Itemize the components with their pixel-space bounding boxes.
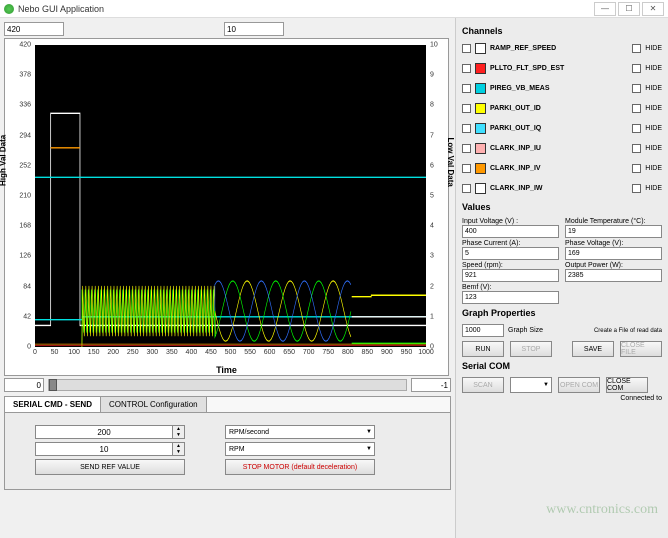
channel-label: CLARK_INP_IV [490, 165, 628, 172]
value-input[interactable] [565, 269, 662, 282]
channel-color-swatch [475, 83, 486, 94]
channel-label: PARKI_OUT_ID [490, 105, 628, 112]
channel-hide-checkbox[interactable] [632, 144, 641, 153]
channel-color-swatch [475, 43, 486, 54]
send-ref-button[interactable]: SEND REF VALUE [35, 459, 185, 475]
serial-com-heading: Serial COM [462, 361, 662, 371]
channel-label: RAMP_REF_SPEED [490, 45, 628, 52]
scan-button[interactable]: SCAN [462, 377, 504, 393]
y-left-max-input[interactable] [4, 22, 64, 36]
value-label: Module Temperature (°C): [565, 218, 662, 225]
channel-hide-checkbox[interactable] [632, 184, 641, 193]
ref-value-1-input[interactable]: ▲▼ [35, 425, 185, 439]
value-input[interactable] [462, 291, 559, 304]
channel-enable-checkbox[interactable] [462, 184, 471, 193]
slider-left-value[interactable] [4, 378, 44, 392]
graph-size-label: Graph Size [508, 327, 543, 334]
stop-motor-button[interactable]: STOP MOTOR (default deceleration) [225, 459, 375, 475]
hide-label: HIDE [645, 145, 662, 152]
y-right-label: Low Val Data [446, 137, 455, 186]
value-label: Speed (rpm): [462, 262, 559, 269]
value-label: Bemf (V): [462, 284, 559, 291]
channel-hide-checkbox[interactable] [632, 44, 641, 53]
titlebar: Nebo GUI Application — ☐ ✕ [0, 0, 668, 18]
graph-props-heading: Graph Properties [462, 308, 662, 318]
channel-hide-checkbox[interactable] [632, 84, 641, 93]
value-input[interactable] [462, 225, 559, 238]
h-scroll-slider[interactable] [48, 379, 407, 391]
hide-label: HIDE [645, 125, 662, 132]
channel-hide-checkbox[interactable] [632, 124, 641, 133]
channel-hide-checkbox[interactable] [632, 164, 641, 173]
close-file-button[interactable]: CLOSE FILE [620, 341, 662, 357]
channel-color-swatch [475, 183, 486, 194]
com-port-combo[interactable] [510, 377, 552, 393]
channel-color-swatch [475, 143, 486, 154]
save-button[interactable]: SAVE [572, 341, 614, 357]
channel-enable-checkbox[interactable] [462, 64, 471, 73]
value-input[interactable] [565, 247, 662, 260]
hide-label: HIDE [645, 105, 662, 112]
ref-value-2-input[interactable]: ▲▼ [35, 442, 185, 456]
value-label: Phase Voltage (V): [565, 240, 662, 247]
close-com-button[interactable]: CLOSE COM [606, 377, 648, 393]
window-title: Nebo GUI Application [18, 4, 594, 14]
chart: High Val Data Low Val Data Time 04284126… [4, 38, 449, 376]
channel-enable-checkbox[interactable] [462, 124, 471, 133]
channel-color-swatch [475, 63, 486, 74]
channel-enable-checkbox[interactable] [462, 104, 471, 113]
channel-enable-checkbox[interactable] [462, 84, 471, 93]
minimize-button[interactable]: — [594, 2, 616, 16]
channel-label: PIREG_VB_MEAS [490, 85, 628, 92]
watermark: www.cntronics.com [546, 502, 658, 518]
tab-control-config[interactable]: CONTROL Configuration [101, 397, 207, 412]
channel-label: PLLTO_FLT_SPD_EST [490, 65, 628, 72]
channel-label: CLARK_INP_IW [490, 185, 628, 192]
value-input[interactable] [462, 247, 559, 260]
channel-enable-checkbox[interactable] [462, 44, 471, 53]
value-input[interactable] [565, 225, 662, 238]
hide-label: HIDE [645, 165, 662, 172]
hide-label: HIDE [645, 185, 662, 192]
hide-label: HIDE [645, 45, 662, 52]
maximize-button[interactable]: ☐ [618, 2, 640, 16]
hide-label: HIDE [645, 85, 662, 92]
tab-serial-cmd[interactable]: SERIAL CMD - SEND [5, 397, 101, 412]
channel-label: CLARK_INP_IU [490, 145, 628, 152]
value-input[interactable] [462, 269, 559, 282]
stop-button[interactable]: STOP [510, 341, 552, 357]
slider-right-value[interactable] [411, 378, 451, 392]
run-button[interactable]: RUN [462, 341, 504, 357]
connection-status: Connected to [462, 395, 662, 402]
channel-color-swatch [475, 123, 486, 134]
hide-label: HIDE [645, 65, 662, 72]
close-button[interactable]: ✕ [642, 2, 664, 16]
app-icon [4, 4, 14, 14]
unit-rate-combo[interactable]: RPM/second [225, 425, 375, 439]
x-label: Time [216, 365, 237, 375]
y-right-max-input[interactable] [224, 22, 284, 36]
channel-enable-checkbox[interactable] [462, 144, 471, 153]
channel-hide-checkbox[interactable] [632, 104, 641, 113]
channel-label: PARKI_OUT_IQ [490, 125, 628, 132]
value-label: Output Power (W): [565, 262, 662, 269]
channel-color-swatch [475, 163, 486, 174]
create-file-label: Create a File of read data [594, 328, 662, 334]
value-label: Phase Current (A): [462, 240, 559, 247]
values-heading: Values [462, 202, 662, 212]
channels-heading: Channels [462, 26, 662, 36]
channel-hide-checkbox[interactable] [632, 64, 641, 73]
channel-enable-checkbox[interactable] [462, 164, 471, 173]
graph-size-input[interactable] [462, 324, 504, 337]
unit-combo[interactable]: RPM [225, 442, 375, 456]
open-com-button[interactable]: OPEN COM [558, 377, 600, 393]
value-label: Input Voltage (V) : [462, 218, 559, 225]
channel-color-swatch [475, 103, 486, 114]
